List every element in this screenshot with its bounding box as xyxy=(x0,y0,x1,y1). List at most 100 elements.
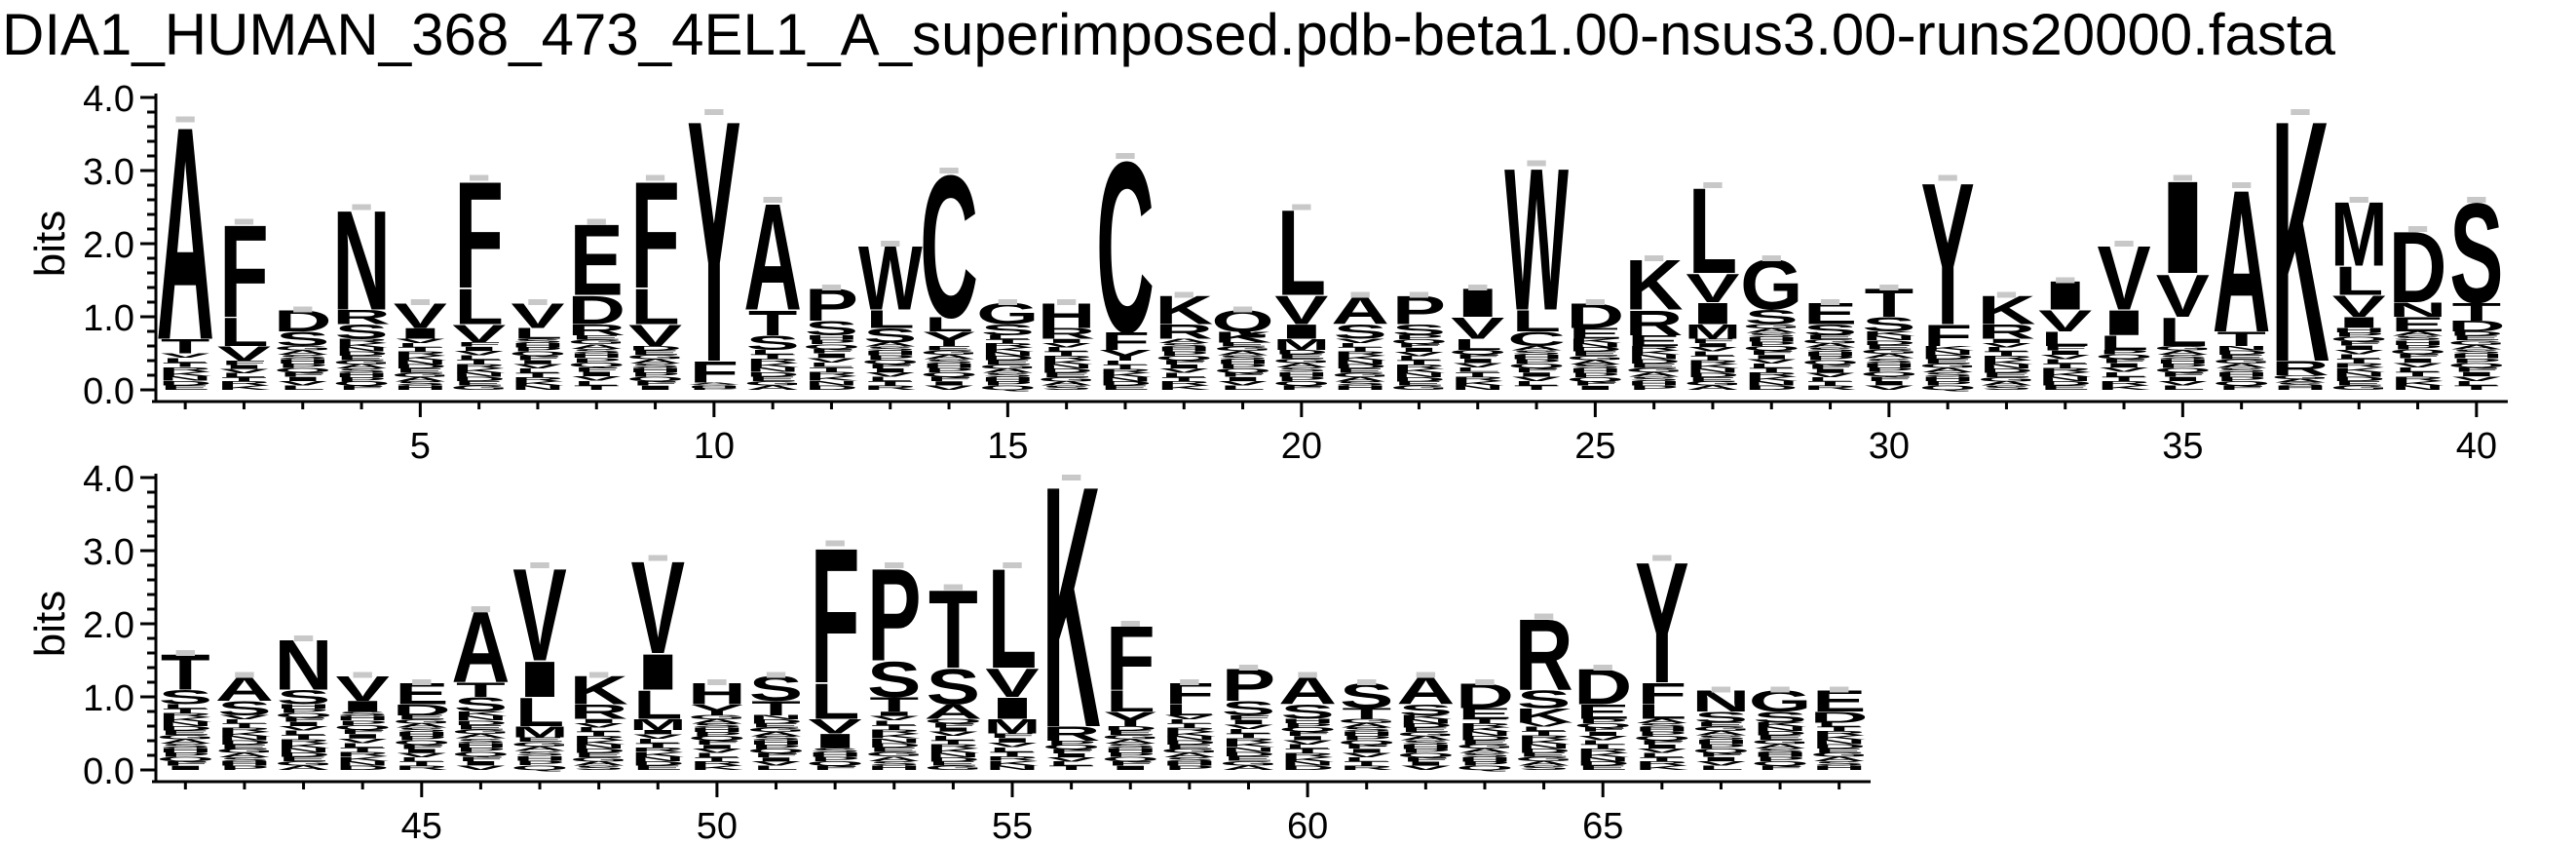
error-bar xyxy=(1829,686,1849,693)
logo-letter-minor: V xyxy=(1519,721,1569,728)
logo-letter-minor: V xyxy=(2158,380,2208,387)
logo-letter-minor: K xyxy=(1280,756,1334,763)
logo-letter: I xyxy=(807,730,863,752)
error-bar xyxy=(648,555,667,561)
logo-letter-minor: F xyxy=(1403,756,1449,763)
logo-letter-minor: K xyxy=(159,716,212,723)
logo-letter-minor: E xyxy=(869,747,919,753)
logo-letter-minor: H xyxy=(1334,385,1387,392)
logo-letter-minor: N xyxy=(277,747,330,753)
logo-letter-minor: F xyxy=(809,348,853,355)
logo-letter-minor: S xyxy=(219,756,269,763)
logo-letter-minor: F xyxy=(868,363,913,369)
logo-letter-minor: Q xyxy=(1633,735,1690,742)
logo-letter-minor: L xyxy=(930,735,976,742)
logo-letter-minor: Q xyxy=(274,366,331,373)
y-axis-label: bits xyxy=(26,211,74,277)
logo-letter-minor: E xyxy=(1276,353,1326,360)
logo-letter-minor: G xyxy=(2271,374,2329,380)
logo-letter-minor: N xyxy=(1458,731,1511,738)
logo-letter-minor: Q xyxy=(1567,376,1624,383)
logo-letter-minor: Q xyxy=(861,359,919,365)
logo-letter: D xyxy=(567,288,625,332)
logo-letter-minor: D xyxy=(1921,354,1975,361)
logo-letter-minor: F xyxy=(574,365,619,372)
logo-letter-minor: D xyxy=(1812,743,1866,749)
y-tick-label: 2.0 xyxy=(83,225,134,266)
logo-letter-minor: I xyxy=(1511,371,1563,378)
logo-letter-minor: F xyxy=(340,728,386,735)
logo-letter-minor: V xyxy=(1283,739,1333,746)
logo-letter-minor: F xyxy=(281,371,325,378)
logo-letter-minor: V xyxy=(928,731,978,738)
logo-letter-minor: T xyxy=(2454,384,2500,391)
logo-letter-minor: F xyxy=(2395,353,2440,360)
error-bar xyxy=(998,299,1017,305)
logo-letter-minor: Q xyxy=(1042,744,1100,750)
logo-letter-minor: N xyxy=(217,735,271,742)
logo-letter-minor: H xyxy=(394,385,447,392)
logo-letter-minor: I xyxy=(1452,358,1503,365)
logo-letter-minor: Q xyxy=(1919,384,1977,391)
x-tick-label: 15 xyxy=(987,426,1028,467)
logo-letter-minor: A xyxy=(570,343,624,350)
logo-letter-minor: T xyxy=(990,750,1036,757)
logo-letter-minor: I xyxy=(691,744,742,750)
logo-letter-minor: K xyxy=(2038,371,2092,378)
logo-letter-minor: V xyxy=(633,733,683,740)
logo-letter-minor: D xyxy=(628,345,682,352)
logo-letter-minor: E xyxy=(279,755,328,762)
logo-letter-minor: F xyxy=(2043,345,2088,352)
logo-letter-minor: Q xyxy=(2330,335,2388,342)
logo-letter-minor: L xyxy=(222,718,268,725)
logo-letter-minor: K xyxy=(1399,714,1453,721)
logo-letter-minor: V xyxy=(1805,372,1855,379)
logo-letter-minor: G xyxy=(1810,751,1868,758)
logo-letter-minor: V xyxy=(1046,756,1096,763)
error-bar xyxy=(293,635,314,641)
logo-letter-minor: D xyxy=(394,364,447,370)
logo-letter-minor: K xyxy=(1745,375,1799,382)
logo-letter-minor: P xyxy=(630,371,680,378)
logo-letter-minor: H xyxy=(1569,367,1622,374)
logo-letter: A xyxy=(2213,148,2271,375)
error-bar xyxy=(1292,204,1311,211)
logo-letter-minor: G xyxy=(979,364,1037,370)
logo-letter-minor: P xyxy=(2451,358,2501,365)
logo-letter-minor: K xyxy=(572,739,625,746)
logo-letter-minor: N xyxy=(746,366,800,373)
logo-letter-minor: E xyxy=(1519,751,1569,758)
x-tick-label: 65 xyxy=(1582,806,1623,845)
logo-letter-minor: L xyxy=(635,738,681,745)
logo-letter-minor: T xyxy=(2395,370,2441,377)
logo-letter-minor: F xyxy=(1867,375,1912,382)
logo-letter-minor: P xyxy=(1571,371,1620,378)
error-bar xyxy=(1357,679,1377,685)
logo-letter-minor: Q xyxy=(1155,355,1213,362)
logo-letter-minor: P xyxy=(1923,380,1973,387)
error-bar xyxy=(293,306,313,313)
logo-letter-minor: Q xyxy=(157,755,214,762)
logo-letter-minor: G xyxy=(2213,358,2270,365)
logo-letter-minor: E xyxy=(1336,367,1385,374)
logo-letter-minor: E xyxy=(630,349,680,356)
logo-letter-minor: N xyxy=(511,385,564,392)
logo-letter-minor: P xyxy=(1218,363,1268,369)
logo-letter-minor: R xyxy=(1803,385,1857,392)
error-bar xyxy=(1645,255,1664,261)
error-bar xyxy=(881,241,900,247)
logo-letter: V xyxy=(2332,289,2387,324)
logo-letter-minor: T xyxy=(1690,355,1736,362)
logo-letter: V xyxy=(808,715,861,738)
logo-letter-minor: R xyxy=(1334,351,1387,358)
logo-letter: C xyxy=(920,134,978,361)
logo-letter: F xyxy=(690,356,739,390)
logo-letter-minor: H xyxy=(1694,739,1748,746)
logo-letter-minor: S xyxy=(1459,752,1509,759)
logo-letter-minor: I xyxy=(629,384,681,391)
logo-letter-minor: H xyxy=(1627,380,1681,387)
logo-letter-minor: D xyxy=(1392,376,1446,383)
logo-letter-minor: V xyxy=(279,725,328,732)
logo-letter-minor: P xyxy=(161,751,210,758)
logo-letter-minor: R xyxy=(395,765,448,772)
